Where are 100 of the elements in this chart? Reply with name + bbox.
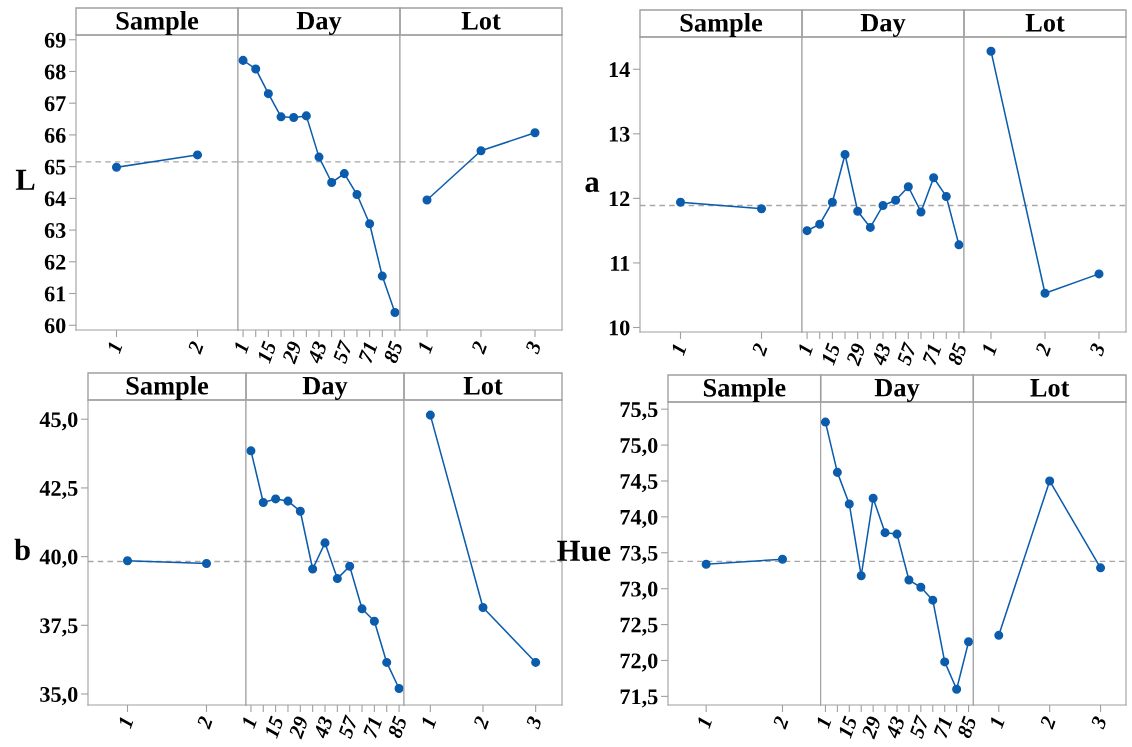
point <box>320 538 330 548</box>
y-tick-label: 35,0 <box>40 686 78 706</box>
y-axis-title: L <box>15 169 35 190</box>
x-tick-label: 71 <box>922 343 942 366</box>
point <box>802 226 812 236</box>
x-tick-label: 2 <box>1039 715 1056 730</box>
x-tick-label: 1 <box>815 716 832 729</box>
y-tick-label: 69 <box>44 32 66 48</box>
chart-title: Day <box>874 379 920 402</box>
y-tick-label: 37,5 <box>40 618 78 637</box>
x-tick-label: 2 <box>196 715 213 730</box>
point <box>327 177 337 188</box>
point <box>954 240 964 250</box>
point <box>952 684 962 694</box>
point <box>377 271 387 281</box>
x-tick-label: 2 <box>187 340 204 355</box>
x-tick-label: 3 <box>525 715 543 730</box>
point <box>865 222 875 232</box>
x-tick-label: 15 <box>820 342 841 366</box>
point <box>940 657 950 667</box>
point <box>369 616 379 626</box>
y-tick-label: 10 <box>609 320 630 336</box>
point <box>840 149 850 159</box>
point <box>295 506 305 516</box>
y-tick-label: 75,0 <box>620 438 658 457</box>
point <box>394 683 404 694</box>
y-tick-label: 74,0 <box>620 509 658 529</box>
chart-title: Day <box>860 14 906 37</box>
x-tick-label: 15 <box>256 340 277 364</box>
y-tick-label: 66 <box>44 127 66 143</box>
point <box>878 200 888 210</box>
point <box>892 529 902 539</box>
point <box>903 182 913 192</box>
y-tick-label: 62 <box>44 254 66 270</box>
x-tick-label: 1 <box>670 343 687 356</box>
x-tick-label: 57 <box>332 339 354 365</box>
y-tick-label: 65 <box>44 159 66 175</box>
y-tick-label: 68 <box>44 64 66 80</box>
y-tick-label: 74,5 <box>620 474 658 493</box>
x-tick-label: 29 <box>281 340 303 365</box>
x-tick-label: 3 <box>1088 342 1106 357</box>
x-tick-label: 71 <box>358 341 378 364</box>
x-tick-label: 43 <box>307 340 328 365</box>
chart-title: Sample <box>703 378 786 402</box>
x-tick-label: 1 <box>988 716 1005 729</box>
y-tick-label: 72,5 <box>620 617 658 636</box>
point <box>271 494 281 504</box>
point <box>916 207 926 217</box>
x-tick-label: 1 <box>420 716 437 729</box>
y-tick-label: 13 <box>609 126 630 142</box>
y-tick-label: 60 <box>44 318 66 334</box>
y-axis-title: b <box>14 538 30 561</box>
x-tick-label: 85 <box>956 715 977 739</box>
y-tick-label: 12 <box>609 191 630 207</box>
point <box>928 595 938 605</box>
chart-title: Lot <box>1030 379 1070 397</box>
x-tick-label: 1 <box>241 716 257 729</box>
x-tick-label: 2 <box>472 715 490 730</box>
point <box>276 112 286 122</box>
point <box>289 112 299 122</box>
x-tick-label: 1 <box>981 343 997 356</box>
point <box>308 564 318 574</box>
x-tick-label: 1 <box>117 716 134 729</box>
x-tick-label: 43 <box>313 715 334 740</box>
point <box>832 467 842 477</box>
x-tick-label: 15 <box>837 715 858 739</box>
x-tick-label: 2 <box>1034 342 1052 357</box>
point <box>853 206 863 216</box>
x-tick-label: 85 <box>387 715 408 739</box>
y-tick-label: 11 <box>611 255 630 271</box>
y-tick-label: 73,0 <box>620 581 658 600</box>
point <box>357 604 367 614</box>
chart-title: Lot <box>1025 14 1065 32</box>
x-tick-label: 43 <box>871 342 892 367</box>
x-tick-label: 71 <box>362 716 382 739</box>
x-tick-label: 29 <box>861 715 882 740</box>
point <box>891 195 901 205</box>
x-tick-label: 29 <box>845 342 867 367</box>
x-tick-label: 2 <box>772 715 789 730</box>
x-tick-label: 15 <box>264 715 284 739</box>
y-tick-label: 42,5 <box>39 480 78 500</box>
point <box>868 493 878 503</box>
x-tick-label: 2 <box>470 340 488 355</box>
point <box>301 111 311 121</box>
x-tick-label: 1 <box>233 341 249 354</box>
y-axis-title: Hue <box>557 540 611 562</box>
y-tick-label: 71,5 <box>620 689 658 708</box>
y-tick-label: 67 <box>44 96 66 112</box>
y-tick-label: 14 <box>609 62 630 77</box>
chart-title: Sample <box>126 376 209 400</box>
point <box>345 561 355 571</box>
x-tick-label: 85 <box>947 342 968 366</box>
point <box>314 152 324 162</box>
x-tick-label: 85 <box>383 340 404 364</box>
y-tick-label: 72,0 <box>620 653 658 672</box>
point <box>964 637 974 647</box>
point <box>844 499 854 509</box>
chart-title: Day <box>302 377 348 400</box>
point <box>815 219 825 229</box>
x-tick-label: 1 <box>417 341 433 354</box>
